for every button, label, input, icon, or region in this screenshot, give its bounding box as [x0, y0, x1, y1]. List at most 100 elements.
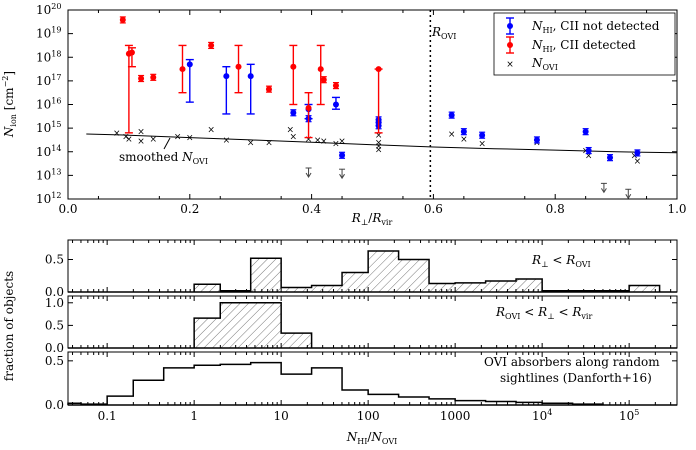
hist-panel-rovi-lt-r-lt-rvir: 1.0 0.5 0.0: [45, 295, 678, 355]
ovi-point: ×: [631, 151, 639, 161]
top-x-axis-label: R⊥/Rvir: [351, 211, 393, 227]
hist-panel-r-lt-rovi: 0.5 0.0: [45, 239, 678, 299]
upper-limit-marker: [600, 182, 607, 194]
blue-point: [246, 63, 255, 115]
red-point: [150, 73, 157, 81]
ovi-point: ×: [137, 137, 145, 147]
ovi-point: ×: [149, 135, 157, 145]
ovi-point: ×: [478, 139, 486, 149]
upper-limit-marker: [625, 188, 632, 200]
red-point: [320, 76, 327, 84]
hist-x-ticks: 0.1 1 10 100 1000 104 105: [98, 408, 640, 423]
hist-x-tick-label: 0.1: [98, 409, 117, 423]
ovi-point: ×: [375, 138, 383, 148]
svg-text:NHI, CII detected: NHI, CII detected: [531, 38, 636, 54]
hist-step-line: [193, 302, 313, 348]
ovi-point: ×: [338, 137, 346, 147]
y-tick-label: 1020: [36, 2, 61, 17]
ovi-point: ×: [305, 135, 313, 145]
hist-step-line: [67, 361, 604, 405]
hist-hatched-fill: [194, 302, 312, 348]
red-point: [138, 74, 145, 83]
y-tick-label: 1018: [36, 49, 61, 64]
ovi-point: ×: [122, 132, 130, 142]
hist-hatched-fill: [194, 251, 660, 292]
red-point: [289, 44, 298, 106]
red-point: [234, 44, 243, 94]
smoothed-label-pointer: [163, 137, 171, 150]
ovi-point: ×: [174, 132, 182, 142]
ovi-point: ×: [375, 142, 383, 152]
y-tick-label: 1012: [36, 191, 61, 206]
y-tick-label: 1014: [36, 144, 61, 159]
blue-point: [339, 151, 346, 159]
ovi-point: ×: [125, 135, 133, 145]
red-point: [332, 81, 339, 90]
legend-entry-red: NHI, CII detected: [506, 36, 636, 54]
ovi-point: ×: [223, 136, 231, 146]
x-tick-label: 0.6: [424, 202, 443, 216]
y-tick-label: 1013: [36, 167, 61, 182]
y-tick-label: 0.5: [45, 253, 64, 267]
top-plot-content: ×××××××××××××××××××××××××××××××: [86, 10, 678, 200]
y-tick-label: 1016: [36, 97, 61, 112]
red-point: [119, 16, 126, 24]
red-point: [304, 91, 313, 139]
hist-x-tick-label: 10: [274, 409, 289, 423]
x-tick-label: 0.2: [180, 202, 199, 216]
red-point: [316, 44, 325, 106]
blue-point: [479, 131, 486, 139]
ovi-point: ×: [460, 135, 468, 145]
hist-panel-2-label-line1: OVI absorbers along random: [484, 355, 660, 369]
y-tick-label: 0.0: [45, 398, 64, 412]
red-point: [124, 44, 133, 134]
ovi-point: ×: [287, 125, 295, 135]
ovi-point: ×: [582, 147, 590, 157]
ovi-point: ×: [247, 138, 255, 148]
hist-x-axis-label: NHI/NOVI: [346, 430, 398, 446]
x-tick-label: 0.8: [546, 202, 565, 216]
blue-point: [585, 146, 592, 155]
ovi-point: ×: [314, 136, 322, 146]
hist-panel-2-label-line2: sightlines (Danforth+16): [500, 371, 652, 385]
svg-text:×: ×: [506, 60, 514, 70]
hist-frame: [67, 239, 678, 293]
blue-point: [582, 128, 589, 136]
upper-limit-marker: [305, 167, 312, 178]
blue-point: [222, 65, 231, 115]
r-ovi-label: ROVI: [431, 25, 456, 41]
red-point: [374, 66, 383, 134]
hist-x-tick-label: 104: [532, 408, 552, 423]
ovi-point: ×: [186, 134, 194, 144]
ovi-point: ×: [290, 132, 298, 142]
hist-frame: [67, 351, 678, 406]
hist-x-tick-label: 1: [190, 409, 198, 423]
blue-point: [533, 136, 540, 144]
red-point: [178, 44, 187, 94]
top-panel: ××××××××××××××××××××××××××××××× 0.00.20.…: [1, 2, 687, 227]
blue-point: [448, 111, 455, 119]
hist-x-tick-label: 105: [619, 408, 639, 423]
legend-entry-blue: NHI, CII not detected: [506, 17, 660, 35]
upper-limit-marker: [339, 168, 346, 180]
ovi-point: ×: [332, 139, 340, 149]
ovi-point: ×: [265, 138, 273, 148]
blue-point: [607, 154, 614, 162]
ovi-point: ×: [207, 125, 215, 135]
x-tick-label: 1.0: [667, 202, 686, 216]
hist-step-line: [193, 250, 661, 292]
blue-point: [290, 109, 297, 117]
hist-panel-0-label: R⊥ < ROVI: [531, 253, 591, 269]
hist-x-tick-label: 100: [357, 409, 380, 423]
ovi-point: ×: [375, 131, 383, 141]
top-y-axis-label: Nion [cm−2]: [1, 71, 18, 138]
legend: NHI, CII not detected NHI, CII detected …: [493, 12, 676, 76]
ovi-point: ×: [448, 130, 456, 140]
blue-point: [185, 58, 194, 103]
hist-frame: [67, 295, 678, 349]
blue-point: [460, 128, 467, 136]
hist-y-axis-label: fraction of objects: [2, 271, 16, 381]
y-tick-label: 1017: [36, 73, 61, 88]
smoothed-label: smoothed NOVI: [119, 150, 208, 166]
